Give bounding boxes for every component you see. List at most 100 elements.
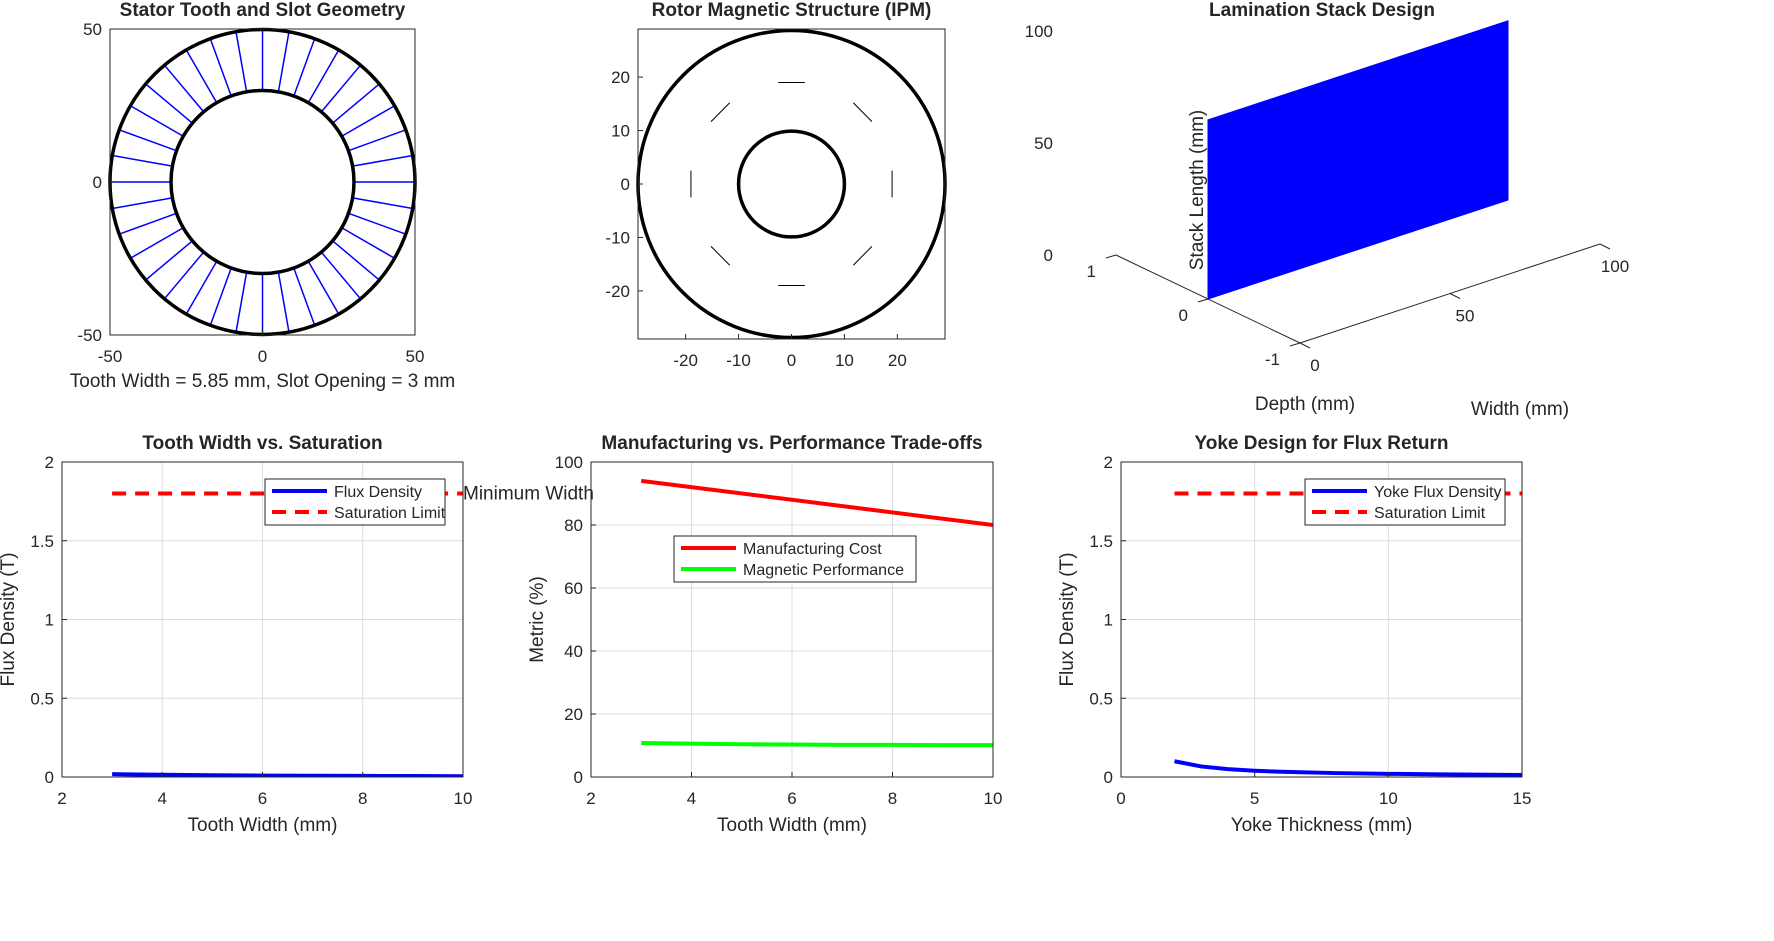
stator-slot-line [352, 197, 413, 210]
tooth-sat-legend-label: Flux Density [334, 484, 422, 501]
tradeoff-y-label: Metric (%) [527, 576, 548, 663]
rotor-title: Rotor Magnetic Structure (IPM) [652, 0, 932, 21]
stator-x-tick-label: -50 [98, 347, 123, 366]
tradeoff-legend-box [673, 535, 917, 583]
rotor-magnet [710, 246, 731, 266]
yoke-legend-label: Saturation Limit [1374, 505, 1486, 522]
stack-width-tick-label: 100 [1601, 257, 1629, 276]
tradeoff-y-tick-label: 20 [564, 705, 583, 724]
yoke-x-tick-label: 10 [1379, 789, 1398, 808]
stack-width-tick [1449, 293, 1461, 299]
tooth-sat-x-label: Tooth Width (mm) [188, 815, 338, 836]
stator-panel: Stator Tooth and Slot Geometry -50 0 50 -50 0… [70, 0, 455, 392]
stator-slot-line [112, 197, 173, 210]
tradeoff-x-label: Tooth Width (mm) [717, 815, 867, 836]
stack-depth-tick [1289, 342, 1301, 347]
rotor-y-tick-label: 10 [611, 122, 630, 141]
stack-depth-tick [1105, 254, 1117, 259]
tradeoff-x-tick-label: 2 [586, 789, 595, 808]
stack-depth-tick-label: 1 [1087, 262, 1096, 281]
tradeoff-title: Manufacturing vs. Performance Trade-offs [601, 433, 982, 454]
yoke-x-tick-label: 0 [1116, 789, 1125, 808]
stator-title: Stator Tooth and Slot Geometry [120, 0, 406, 21]
stack-panel: Lamination Stack Design 0 50 100 -1 0 1 0 50 100 W… [1025, 0, 1630, 420]
stator-slot-line [130, 227, 184, 259]
tooth-sat-legend-label: Saturation Limit [334, 505, 446, 522]
yoke-y-tick-label: 0.5 [1089, 689, 1113, 708]
tooth-sat-y-label: Flux Density (T) [0, 552, 19, 686]
tooth-sat-title: Tooth Width vs. Saturation [142, 433, 382, 454]
tradeoff-y-tick-label: 80 [564, 516, 583, 535]
stator-slot-line [348, 212, 407, 235]
tooth-sat-y-tick-label: 0.5 [30, 689, 54, 708]
rotor-shaft-circle [736, 129, 847, 239]
stator-slot-line [332, 240, 380, 281]
tooth-sat-x-tick-label: 6 [258, 789, 267, 808]
yoke-title: Yoke Design for Flux Return [1194, 433, 1448, 454]
stator-slot-line [348, 129, 407, 152]
stack-width-tick [1599, 243, 1611, 250]
rotor-x-tick-label: 10 [835, 351, 854, 370]
stack-z-tick-label: 100 [1025, 22, 1053, 41]
rotor-y-tick-label: -10 [605, 228, 630, 247]
stack-depth-tick [1197, 298, 1209, 303]
yoke-y-tick-label: 0 [1104, 768, 1113, 787]
tooth-sat-annotation: Minimum Width [463, 484, 594, 505]
chart-layer: Stator Tooth and Slot Geometry-50 0 50-500… [0, 0, 1629, 836]
stack-z-tick-label: 50 [1034, 134, 1053, 153]
tooth-sat-x-tick-label: 2 [57, 789, 66, 808]
stack-depth-label: Depth (mm) [1255, 394, 1355, 415]
stator-slot-line [293, 38, 316, 97]
stator-slot-line [163, 64, 205, 113]
yoke-legend-box [1304, 478, 1506, 526]
tradeoff-x-tick-label: 10 [984, 789, 1003, 808]
rotor-y-tick-label: -20 [605, 282, 630, 301]
tooth-sat-legend-box [264, 478, 446, 526]
yoke-y-label: Flux Density (T) [1057, 552, 1078, 686]
stack-z-tick-label: 0 [1044, 246, 1053, 265]
stator-slot-line [118, 129, 177, 152]
tooth-sat-series-1-line [112, 772, 463, 777]
rotor-panel: Rotor Magnetic Structure (IPM) -20 -10 0 10 2… [605, 0, 947, 370]
stator-slot-line [320, 64, 362, 113]
tooth-sat-x-tick-label: 8 [358, 789, 367, 808]
stator-y-tick-label: -50 [77, 326, 102, 345]
stator-slot-line [277, 31, 290, 93]
stack-width-tick-label: 50 [1456, 307, 1475, 326]
stack-surface [1207, 20, 1509, 300]
rotor-y-tick-label: 20 [611, 68, 630, 87]
tooth-sat-y-tick-label: 1.5 [30, 532, 54, 551]
stator-slot-line [307, 260, 340, 315]
tradeoff-x-tick-label: 8 [888, 789, 897, 808]
tradeoff-x-tick-label: 6 [787, 789, 796, 808]
yoke-x-tick-label: 5 [1250, 789, 1259, 808]
stator-y-tick-label: 50 [83, 20, 102, 39]
tradeoff-legend-label: Manufacturing Cost [743, 541, 882, 558]
stator-slot-line [163, 251, 205, 300]
stator-slot-line [185, 260, 218, 315]
rotor-magnet [852, 246, 873, 266]
stator-slot-line [341, 105, 395, 137]
stator-slot-line [293, 267, 316, 326]
stack-width-tick-label: 0 [1310, 356, 1319, 375]
stator-slot-line [352, 154, 413, 167]
rotor-magnet [852, 102, 873, 122]
rotor-y-tick-label: 0 [621, 175, 630, 194]
yoke-y-tick-label: 2 [1104, 453, 1113, 472]
stack-width-label: Width (mm) [1471, 399, 1569, 420]
tooth-sat-x-tick-label: 10 [454, 789, 473, 808]
tradeoff-y-tick-label: 60 [564, 579, 583, 598]
rotor-x-tick-label: 20 [888, 351, 907, 370]
stack-z-label: Stack Length (mm) [1187, 110, 1208, 271]
stator-slot-line [118, 212, 177, 235]
tradeoff-x-tick-label: 4 [687, 789, 696, 808]
stator-x-label: Tooth Width = 5.85 mm, Slot Opening = 3 … [70, 371, 455, 392]
stack-depth-tick-label: 0 [1179, 306, 1188, 325]
stator-slot-line [185, 49, 218, 104]
tooth-sat-y-tick-label: 1 [45, 611, 54, 630]
rotor-magnet [710, 102, 731, 122]
yoke-x-label: Yoke Thickness (mm) [1231, 815, 1413, 836]
tradeoff-y-tick-label: 100 [555, 453, 583, 472]
